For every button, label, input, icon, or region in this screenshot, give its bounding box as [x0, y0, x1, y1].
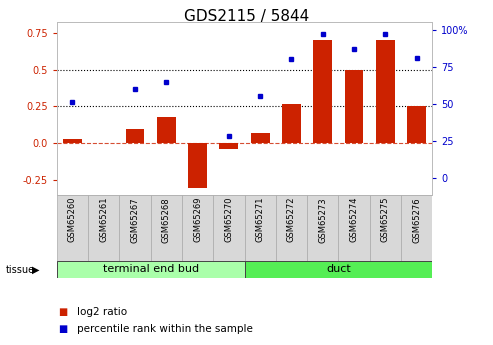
- Text: tissue: tissue: [6, 265, 35, 275]
- Bar: [88, 195, 119, 262]
- Text: GSM65261: GSM65261: [99, 197, 108, 243]
- Text: percentile rank within the sample: percentile rank within the sample: [77, 325, 253, 334]
- Bar: [370, 195, 401, 262]
- Text: GSM65270: GSM65270: [224, 197, 233, 243]
- Bar: [245, 261, 432, 278]
- Bar: [345, 70, 363, 143]
- Bar: [57, 261, 245, 278]
- Bar: [276, 195, 307, 262]
- Bar: [314, 40, 332, 143]
- Bar: [401, 195, 432, 262]
- Text: terminal end bud: terminal end bud: [103, 265, 199, 274]
- Bar: [119, 195, 151, 262]
- Bar: [376, 40, 395, 143]
- Bar: [338, 195, 370, 262]
- Bar: [57, 195, 88, 262]
- Bar: [157, 117, 176, 143]
- Bar: [307, 195, 338, 262]
- Text: GSM65276: GSM65276: [412, 197, 421, 243]
- Text: GSM65275: GSM65275: [381, 197, 390, 243]
- Bar: [63, 139, 82, 143]
- Text: GSM65272: GSM65272: [287, 197, 296, 243]
- Bar: [251, 133, 270, 143]
- Bar: [188, 143, 207, 188]
- Text: GSM65268: GSM65268: [162, 197, 171, 243]
- Bar: [245, 195, 276, 262]
- Bar: [219, 143, 238, 149]
- Bar: [213, 195, 245, 262]
- Bar: [282, 104, 301, 143]
- Text: GSM65273: GSM65273: [318, 197, 327, 243]
- Bar: [182, 195, 213, 262]
- Text: ■: ■: [58, 325, 68, 334]
- Text: duct: duct: [326, 265, 351, 274]
- Text: GSM65274: GSM65274: [350, 197, 358, 243]
- Text: GSM65269: GSM65269: [193, 197, 202, 243]
- Text: ▶: ▶: [32, 265, 39, 275]
- Text: log2 ratio: log2 ratio: [77, 307, 127, 317]
- Text: ■: ■: [58, 307, 68, 317]
- Bar: [407, 107, 426, 143]
- Text: GSM65267: GSM65267: [131, 197, 140, 243]
- Bar: [126, 129, 144, 143]
- Text: GSM65260: GSM65260: [68, 197, 77, 243]
- Bar: [151, 195, 182, 262]
- Text: GDS2115 / 5844: GDS2115 / 5844: [184, 9, 309, 23]
- Text: GSM65271: GSM65271: [256, 197, 265, 243]
